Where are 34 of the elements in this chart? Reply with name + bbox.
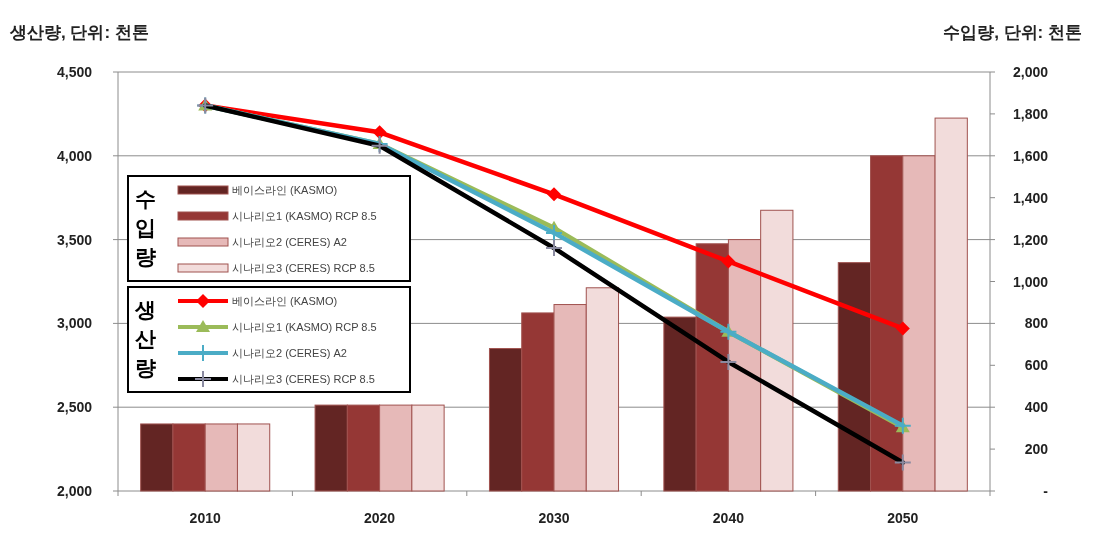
y2-tick-label: 2,000: [1012, 64, 1049, 80]
y-tick-label: 2,000: [56, 483, 93, 499]
y2-tick-label: 1,000: [1012, 273, 1049, 290]
legend-label: 베이스라인 (KASMO): [232, 295, 338, 307]
annotation: 생산량: [133, 298, 156, 379]
legend-label: 시나리오1 (KASMO) RCP 8.5: [232, 210, 377, 222]
x-tick-label: 2030: [538, 510, 570, 526]
y2-axis-title: 수입량, 단위: 천톤: [943, 23, 1082, 42]
y2-tick-label: -: [1043, 483, 1049, 499]
y-tick-label: 3,500: [56, 231, 93, 248]
y2-tick-label: 1,400: [1012, 189, 1049, 206]
legend-label: 시나리오1 (KASMO) RCP 8.5: [232, 321, 377, 333]
y2-tick-label: 1,800: [1012, 105, 1049, 122]
legend-label: 시나리오2 (CERES) A2: [232, 347, 347, 359]
legend-label: 시나리오2 (CERES) A2: [232, 236, 347, 248]
x-tick-label: 2020: [364, 510, 396, 526]
y-tick-label: 3,000: [56, 315, 93, 332]
y2-tick-label: 200: [1024, 441, 1049, 458]
y2-tick-label: 1,600: [1012, 147, 1049, 164]
x-tick-label: 2010: [189, 510, 221, 526]
y-tick-label: 4,500: [56, 64, 93, 80]
legend-label: 시나리오3 (CERES) RCP 8.5: [232, 373, 375, 385]
legend-label: 시나리오3 (CERES) RCP 8.5: [232, 262, 375, 274]
y-tick-label: 4,000: [56, 147, 93, 164]
y2-tick-label: 400: [1024, 399, 1049, 416]
y2-tick-label: 1,200: [1012, 231, 1049, 248]
legend-label: 베이스라인 (KASMO): [232, 184, 338, 196]
y2-tick-label: 800: [1024, 315, 1049, 332]
x-tick-label: 2040: [712, 510, 745, 526]
x-tick-label: 2050: [887, 510, 919, 526]
y-axis-title: 생산량, 단위: 천톤: [9, 23, 149, 42]
annotation: 수입량: [134, 187, 156, 268]
y2-tick-label: 600: [1024, 357, 1049, 374]
y-tick-label: 2,500: [56, 399, 93, 416]
